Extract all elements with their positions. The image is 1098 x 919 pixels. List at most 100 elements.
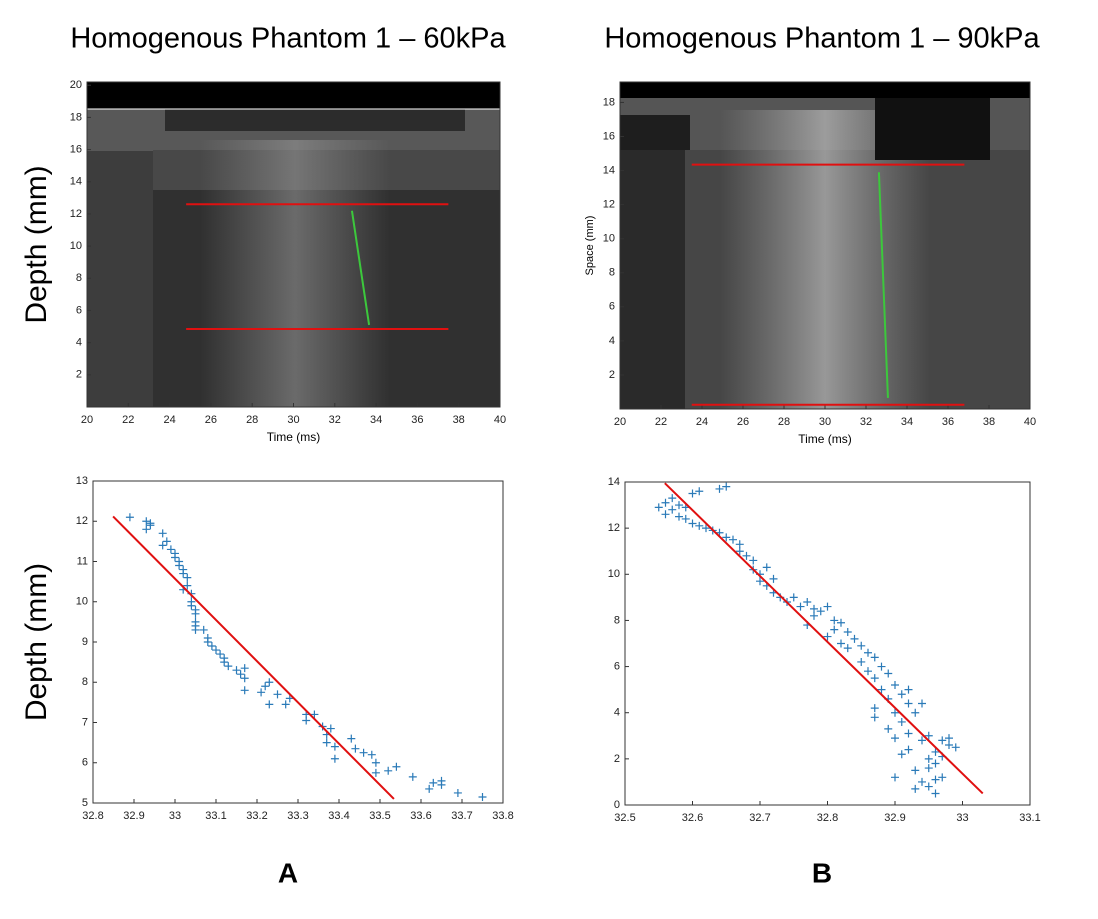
data-point xyxy=(142,525,151,534)
data-point xyxy=(661,510,670,519)
data-point xyxy=(749,556,758,565)
data-point xyxy=(931,759,940,768)
y-tick-label: 16 xyxy=(603,130,615,142)
y-tick-label: 4 xyxy=(76,337,82,349)
y-tick-label: 13 xyxy=(76,475,88,487)
data-point xyxy=(810,604,818,613)
x-tick-label: 26 xyxy=(205,414,217,426)
data-point xyxy=(837,618,845,627)
data-point xyxy=(830,625,839,634)
data-point xyxy=(891,681,899,690)
data-point xyxy=(830,616,839,625)
panel-label: B xyxy=(812,857,832,888)
data-point xyxy=(330,742,339,751)
y-tick-label: 10 xyxy=(76,596,88,608)
x-axis-label: Time (ms) xyxy=(267,430,321,444)
y-tick-label: 8 xyxy=(614,614,620,626)
y-tick-label: 6 xyxy=(76,304,82,316)
x-tick-label: 33 xyxy=(169,810,181,822)
data-point xyxy=(918,699,926,708)
data-point xyxy=(187,601,196,610)
data-point xyxy=(212,646,220,655)
y-tick-label: 14 xyxy=(70,176,82,188)
data-point xyxy=(911,784,920,793)
data-point xyxy=(904,729,913,738)
x-tick-label: 32 xyxy=(860,416,872,428)
x-tick-label: 20 xyxy=(81,414,93,426)
x-tick-label: 32.5 xyxy=(614,812,635,824)
data-point xyxy=(891,708,899,717)
y-tick-label: 2 xyxy=(614,753,620,765)
x-tick-label: 32.8 xyxy=(817,812,838,824)
x-tick-label: 33.6 xyxy=(410,810,431,822)
data-point xyxy=(224,662,233,671)
x-tick-label: 32 xyxy=(329,414,341,426)
x-tick-label: 32.6 xyxy=(682,812,703,824)
data-point xyxy=(891,734,899,743)
x-tick-label: 22 xyxy=(655,416,667,428)
y-tick-label: 14 xyxy=(603,164,615,176)
data-point xyxy=(425,784,434,793)
data-point xyxy=(702,524,710,533)
data-point xyxy=(729,535,737,544)
data-point xyxy=(803,597,812,606)
data-point xyxy=(330,754,339,763)
data-point xyxy=(924,764,933,773)
y-tick-label: 10 xyxy=(70,240,82,252)
data-point xyxy=(236,670,245,679)
data-point xyxy=(367,750,376,759)
y-axis-label: Depth (mm) xyxy=(20,165,53,323)
x-tick-label: 36 xyxy=(942,416,954,428)
data-point xyxy=(371,768,380,777)
data-point xyxy=(924,731,933,740)
x-tick-label: 32.9 xyxy=(884,812,905,824)
y-tick-label: 6 xyxy=(609,301,615,313)
y-tick-label: 0 xyxy=(614,799,620,811)
data-point xyxy=(675,512,683,521)
data-point xyxy=(843,644,852,653)
data-point xyxy=(175,561,184,570)
x-tick-label: 33.1 xyxy=(1019,812,1040,824)
data-point xyxy=(216,650,225,659)
data-point xyxy=(661,498,670,507)
data-point xyxy=(162,537,171,546)
y-tick-label: 4 xyxy=(614,707,620,719)
y-axis-label: Depth (mm) xyxy=(20,563,53,721)
data-point xyxy=(695,487,704,496)
data-point xyxy=(384,766,393,775)
y-tick-label: 11 xyxy=(77,555,88,567)
data-point xyxy=(904,699,913,708)
data-point xyxy=(478,792,487,801)
data-point xyxy=(359,748,368,757)
y-tick-label: 12 xyxy=(70,208,82,220)
data-point xyxy=(789,593,798,602)
data-point xyxy=(742,551,751,560)
data-point xyxy=(897,750,906,759)
x-tick-label: 33.5 xyxy=(369,810,390,822)
data-point xyxy=(897,717,906,726)
data-point xyxy=(870,653,879,662)
data-point xyxy=(931,789,940,798)
y-tick-label: 18 xyxy=(603,96,615,108)
x-tick-label: 30 xyxy=(287,414,299,426)
axes-frame xyxy=(624,481,1031,806)
y-tick-label: 10 xyxy=(603,233,615,245)
data-point xyxy=(864,648,872,657)
axes-frame xyxy=(92,480,504,804)
column-title: Homogenous Phantom 1 – 60kPa xyxy=(70,23,506,55)
data-point xyxy=(884,669,893,678)
x-tick-label: 26 xyxy=(737,416,749,428)
x-tick-label: 30 xyxy=(819,416,831,428)
x-tick-label: 24 xyxy=(163,414,175,426)
data-point xyxy=(911,766,920,775)
data-point xyxy=(857,641,866,650)
x-tick-label: 34 xyxy=(901,416,913,428)
axes-frame xyxy=(619,81,1031,410)
panel-label: A xyxy=(278,857,298,888)
data-point xyxy=(183,573,192,582)
data-point xyxy=(273,690,282,699)
data-point xyxy=(240,664,249,673)
data-point xyxy=(924,782,933,791)
data-point xyxy=(203,638,212,646)
x-tick-label: 38 xyxy=(983,416,995,428)
